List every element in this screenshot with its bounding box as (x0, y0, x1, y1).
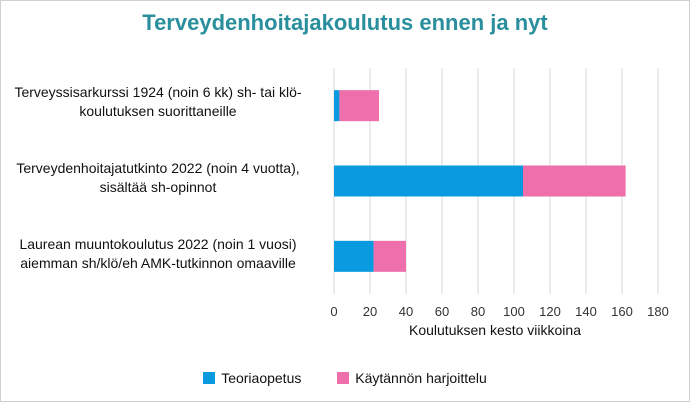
legend-item-theory: Teoriaopetus (203, 370, 301, 386)
category-label-line: sisältää sh-opinnot (99, 179, 217, 195)
legend: Teoriaopetus Käytännön harjoittelu (0, 370, 690, 386)
x-tick-label: 40 (399, 304, 413, 319)
legend-label-practice: Käytännön harjoittelu (355, 370, 487, 386)
bar-practice (339, 90, 379, 122)
x-tick-label: 140 (575, 304, 597, 319)
bar-theory (334, 240, 374, 272)
category-label-line: koulutuksen suorittaneille (79, 103, 237, 119)
bar-theory (334, 90, 340, 122)
bar-practice (373, 240, 406, 272)
category-label-line: Laurean muuntokoulutus 2022 (noin 1 vuos… (19, 236, 297, 252)
category-label-conversion: Laurean muuntokoulutus 2022 (noin 1 vuos… (0, 235, 318, 273)
x-tick-label: 120 (539, 304, 561, 319)
chart-title: Terveydenhoitajakoulutus ennen ja nyt (142, 10, 548, 35)
category-label-line: Terveydenhoitajatutkinto 2022 (noin 4 vu… (16, 160, 300, 176)
category-label-line: Terveyssisarkurssi 1924 (noin 6 kk) sh- … (14, 84, 302, 100)
x-tick-label: 0 (330, 304, 337, 319)
category-label-line: aiemman sh/klö/eh AMK-tutkinnon omaavill… (20, 255, 296, 271)
x-tick-label: 160 (611, 304, 633, 319)
legend-item-practice: Käytännön harjoittelu (337, 370, 487, 386)
legend-swatch-theory (203, 372, 216, 384)
x-tick-label: 100 (503, 304, 525, 319)
bar-practice (523, 165, 626, 197)
category-label-1924: Terveyssisarkurssi 1924 (noin 6 kk) sh- … (0, 83, 318, 121)
legend-swatch-practice (337, 372, 350, 384)
legend-label-theory: Teoriaopetus (221, 370, 302, 386)
x-tick-label: 20 (363, 304, 377, 319)
x-tick-label: 180 (647, 304, 669, 319)
x-axis-label: Koulutuksen kesto viikkoina (409, 322, 581, 338)
bar-theory (334, 165, 523, 197)
category-label-2022-degree: Terveydenhoitajatutkinto 2022 (noin 4 vu… (0, 159, 318, 197)
x-tick-label: 80 (471, 304, 485, 319)
x-tick-label: 60 (435, 304, 449, 319)
